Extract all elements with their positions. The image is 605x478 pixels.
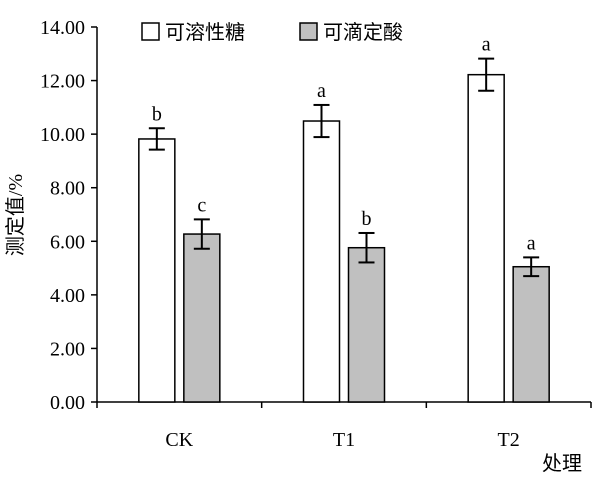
significance-label: a	[482, 34, 491, 56]
y-tick-label: 14.00	[40, 17, 85, 39]
x-tick-label: CK	[165, 429, 193, 451]
bar	[467, 73, 505, 403]
significance-label: a	[317, 80, 326, 102]
legend-label: 可溶性糖	[165, 21, 245, 44]
bars: b c a b a a	[138, 34, 550, 403]
legend: 可溶性糖 可滴定酸	[141, 21, 403, 44]
bar	[512, 265, 550, 403]
y-tick-label: 0.00	[50, 392, 85, 414]
y-tick-label: 2.00	[50, 338, 85, 360]
bar	[138, 138, 176, 403]
y-tick-label: 10.00	[40, 124, 85, 146]
legend-swatch	[299, 22, 318, 41]
bar	[183, 233, 221, 403]
significance-label: b	[362, 208, 372, 230]
y-tick-label: 6.00	[50, 231, 85, 253]
x-tick-label: T2	[498, 429, 520, 451]
legend-swatch	[141, 22, 160, 41]
y-tick-label: 12.00	[40, 71, 85, 93]
bar	[302, 120, 341, 403]
bar	[347, 246, 386, 403]
x-tick-label: T1	[333, 429, 355, 451]
significance-label: a	[527, 232, 536, 254]
y-axis-label: 测定值/%	[4, 174, 27, 256]
y-tick-label: 4.00	[50, 285, 85, 307]
y-tick-label: 8.00	[50, 178, 85, 200]
x-axis-label: 处理	[542, 452, 582, 475]
significance-label: b	[152, 103, 162, 125]
legend-label: 可滴定酸	[323, 21, 403, 44]
axes: 0.00 2.00 4.00 6.00 8.00 10.00 12.00 14.00 CK T1 T…	[40, 17, 592, 451]
significance-label: c	[197, 194, 206, 216]
